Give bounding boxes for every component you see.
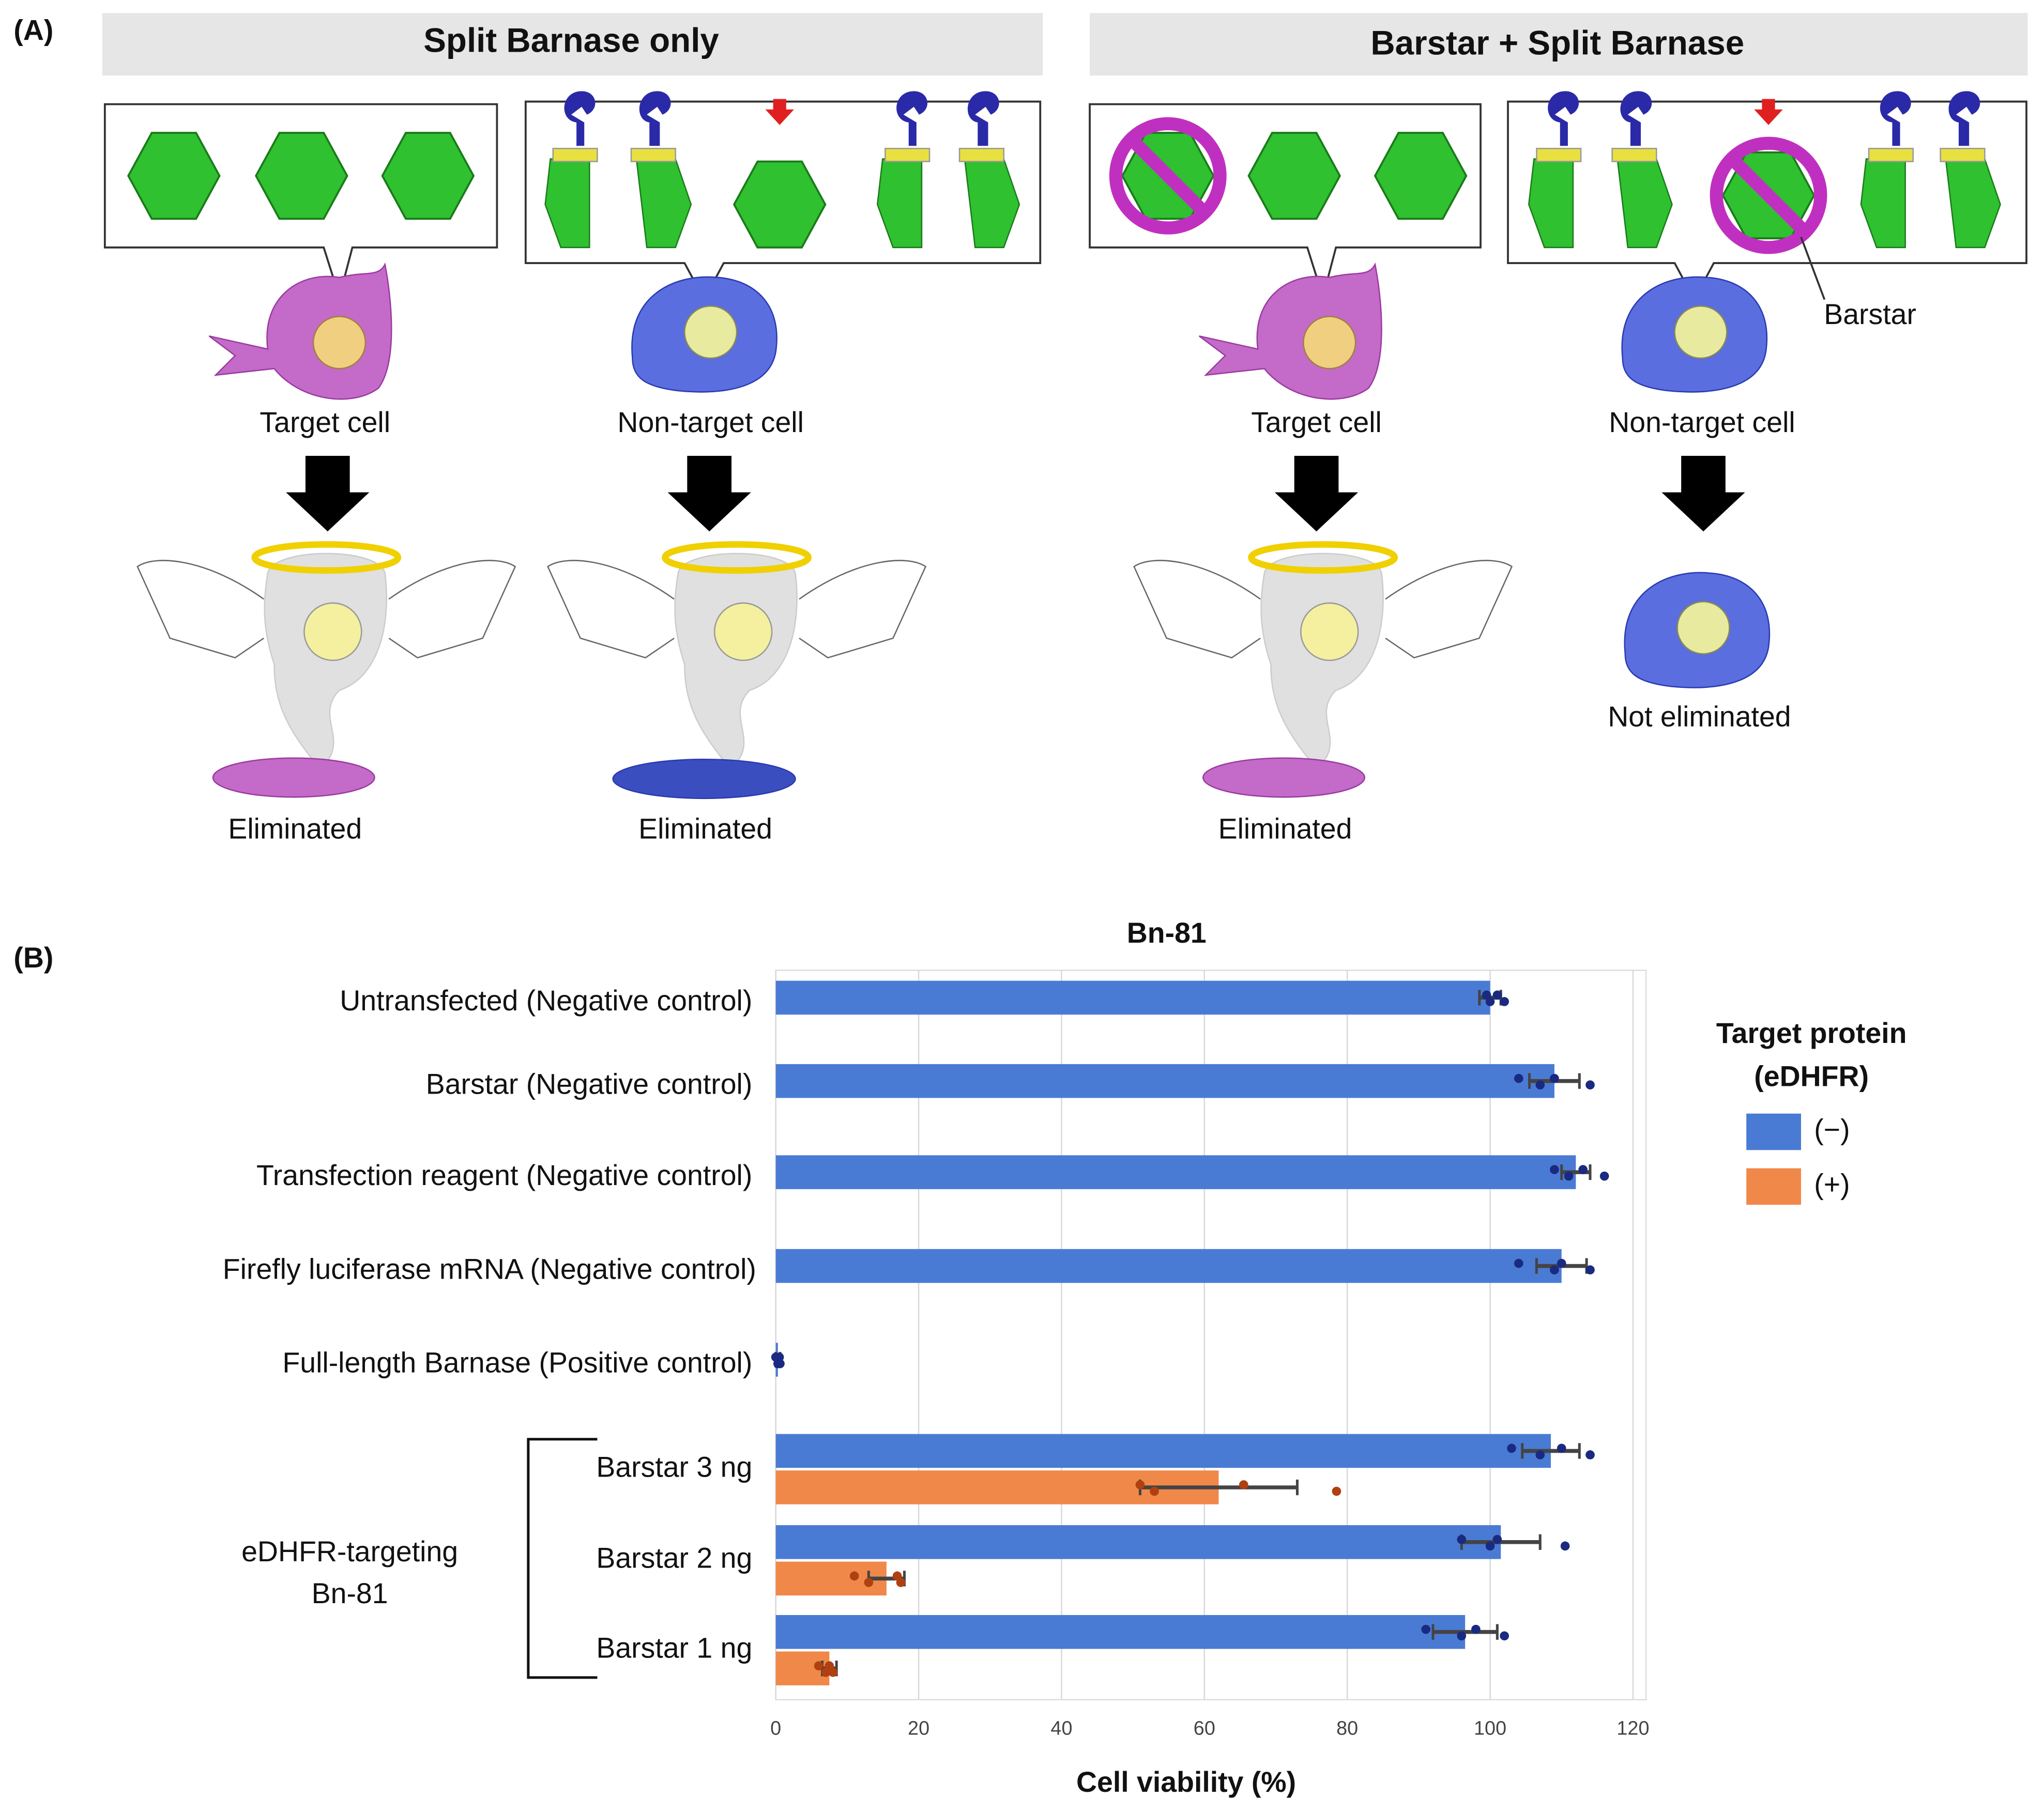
- data-point: [1514, 1258, 1523, 1268]
- header-bar: [1090, 13, 2028, 76]
- header-bar: [102, 13, 1043, 76]
- y-tick-label: Transfection reagent (Negative control): [256, 1159, 752, 1191]
- legend-label: (+): [1814, 1168, 1850, 1200]
- x-tick-label: 120: [1616, 1718, 1649, 1740]
- data-point: [864, 1578, 874, 1587]
- x-tick-label: 100: [1474, 1718, 1506, 1740]
- data-point: [1585, 1265, 1595, 1274]
- panel-title: Split Barnase only: [423, 21, 719, 59]
- data-point: [1507, 1443, 1516, 1453]
- data-point: [1492, 990, 1502, 1000]
- group-label: eDHFR-targeting: [241, 1535, 458, 1568]
- data-point: [1557, 1443, 1566, 1453]
- data-point: [849, 1571, 859, 1581]
- bar: [775, 1434, 1551, 1468]
- cell-label: Target cell: [260, 406, 390, 438]
- y-tick-label: Firefly luciferase mRNA (Negative contro…: [223, 1253, 756, 1285]
- x-tick-label: 20: [908, 1718, 929, 1740]
- data-point: [1150, 1486, 1159, 1496]
- data-point: [1585, 1450, 1595, 1459]
- outcome-label: Not eliminated: [1608, 701, 1791, 733]
- data-point: [1500, 1631, 1509, 1641]
- data-point: [1578, 1165, 1588, 1174]
- outcome-label: Eliminated: [638, 812, 772, 844]
- legend-swatch: [1746, 1113, 1802, 1150]
- data-point: [1585, 1080, 1595, 1090]
- data-point: [1550, 1073, 1559, 1083]
- panel-a: (A) Split Barnase only Barstar + Split B…: [13, 13, 2028, 844]
- data-point: [1599, 1171, 1609, 1181]
- data-point: [1332, 1486, 1341, 1496]
- proteins: [127, 90, 2001, 300]
- data-point: [1550, 1265, 1559, 1274]
- bar: [775, 1249, 1562, 1283]
- data-point: [1135, 1480, 1145, 1489]
- bar: [775, 1525, 1501, 1559]
- x-tick-label: 60: [1194, 1718, 1215, 1740]
- data-point: [1457, 1631, 1467, 1641]
- x-tick-label: 0: [770, 1718, 781, 1740]
- data-point: [1471, 1624, 1481, 1634]
- data-point: [1239, 1480, 1248, 1489]
- chart-title: Bn-81: [1127, 917, 1207, 949]
- data-point: [814, 1661, 823, 1671]
- x-tick-label: 40: [1050, 1718, 1072, 1740]
- bar: [775, 1155, 1576, 1189]
- data-point: [1421, 1624, 1431, 1634]
- cell-label: Target cell: [1251, 406, 1382, 438]
- bar: [775, 1064, 1554, 1098]
- data-point: [896, 1578, 906, 1587]
- y-tick-label: Full-length Barnase (Positive control): [282, 1347, 752, 1379]
- y-tick-label: Untransfected (Negative control): [340, 985, 752, 1017]
- legend-label: (−): [1814, 1114, 1850, 1146]
- cell-label: Non-target cell: [1609, 406, 1795, 438]
- panel-label: (B): [13, 942, 53, 974]
- data-point: [775, 1359, 785, 1369]
- outcome-label: Eliminated: [1218, 812, 1352, 844]
- cell-label: Non-target cell: [617, 406, 804, 438]
- legend-title: Target protein: [1716, 1017, 1907, 1049]
- group-label: Bn-81: [312, 1577, 388, 1609]
- barstar-label: Barstar: [1824, 298, 1916, 330]
- data-point: [1535, 1450, 1545, 1459]
- data-point: [1500, 997, 1509, 1006]
- data-point: [1535, 1080, 1545, 1090]
- y-tick-label: Barstar 1 ng: [596, 1632, 752, 1664]
- panel-title: Barstar + Split Barnase: [1370, 24, 1744, 62]
- group-bracket: [527, 1438, 598, 1679]
- data-point: [1560, 1541, 1570, 1551]
- y-tick-label: Barstar 3 ng: [596, 1451, 752, 1483]
- outcome-label: Eliminated: [228, 812, 362, 844]
- x-axis-label: Cell viability (%): [1076, 1766, 1296, 1798]
- bar: [775, 980, 1490, 1015]
- y-tick-label: Barstar (Negative control): [426, 1068, 753, 1100]
- data-point: [1492, 1534, 1502, 1544]
- legend-title: (eDHFR): [1754, 1060, 1869, 1092]
- panel-b: (B) Bn-81 Cell viability (%) eDHFR-targe…: [13, 917, 1906, 1798]
- data-point: [828, 1668, 838, 1677]
- data-point: [1485, 1541, 1495, 1551]
- y-tick-label: Barstar 2 ng: [596, 1542, 752, 1574]
- data-point: [1564, 1171, 1574, 1181]
- panel-label: (A): [13, 14, 53, 47]
- data-point: [1550, 1165, 1559, 1174]
- data-point: [1514, 1073, 1523, 1083]
- data-point: [1485, 997, 1495, 1006]
- cells: [138, 264, 1771, 800]
- data-point: [1457, 1534, 1467, 1544]
- x-tick-label: 80: [1336, 1718, 1358, 1740]
- data-point: [1557, 1258, 1566, 1268]
- bar: [775, 1615, 1466, 1649]
- legend-swatch: [1746, 1168, 1802, 1205]
